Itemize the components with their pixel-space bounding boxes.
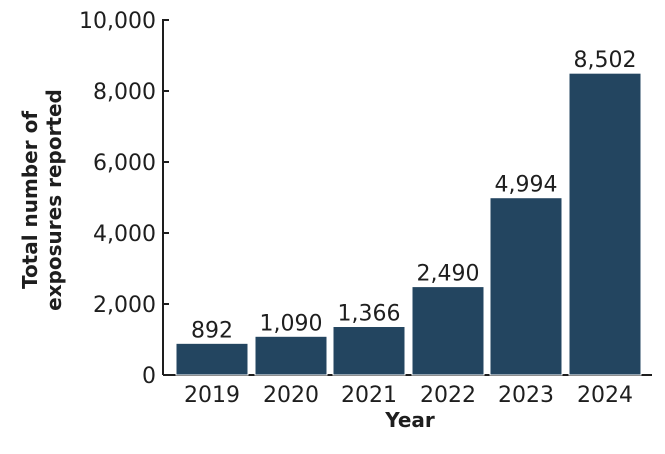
bar-2019 xyxy=(175,342,249,376)
y-tick-label: 8,000 xyxy=(93,80,156,105)
x-tick-label-2024: 2024 xyxy=(577,383,633,408)
x-tick-label-2019: 2019 xyxy=(184,383,240,408)
data-label-2024: 8,502 xyxy=(574,48,637,73)
x-tick-label-2022: 2022 xyxy=(420,383,476,408)
bar-2024 xyxy=(568,72,642,376)
y-tick-label: 2,000 xyxy=(93,293,156,318)
bar-2022 xyxy=(411,286,485,376)
x-tick-label-2020: 2020 xyxy=(263,383,319,408)
data-label-2022: 2,490 xyxy=(417,262,480,287)
data-label-2021: 1,366 xyxy=(338,302,401,327)
x-tick-label-2021: 2021 xyxy=(341,383,397,408)
y-axis-title: Total number of exposures reported xyxy=(12,20,72,380)
bar-2021 xyxy=(332,326,406,376)
y-tick-label: 4,000 xyxy=(93,222,156,247)
bar-2023 xyxy=(489,197,563,376)
data-label-2023: 4,994 xyxy=(495,173,558,198)
y-tick-label: 10,000 xyxy=(79,9,156,34)
x-axis-title: Year xyxy=(385,408,435,432)
y-axis-title-line-1: Total number of xyxy=(18,110,42,290)
bar-2020 xyxy=(254,335,328,376)
data-label-2019: 892 xyxy=(191,318,233,343)
x-tick-label-2023: 2023 xyxy=(498,383,554,408)
y-tick-label: 6,000 xyxy=(93,151,156,176)
y-axis-title-line-2: exposures reported xyxy=(42,89,66,311)
data-label-2020: 1,090 xyxy=(260,311,323,336)
y-tick-label: 0 xyxy=(142,364,156,389)
